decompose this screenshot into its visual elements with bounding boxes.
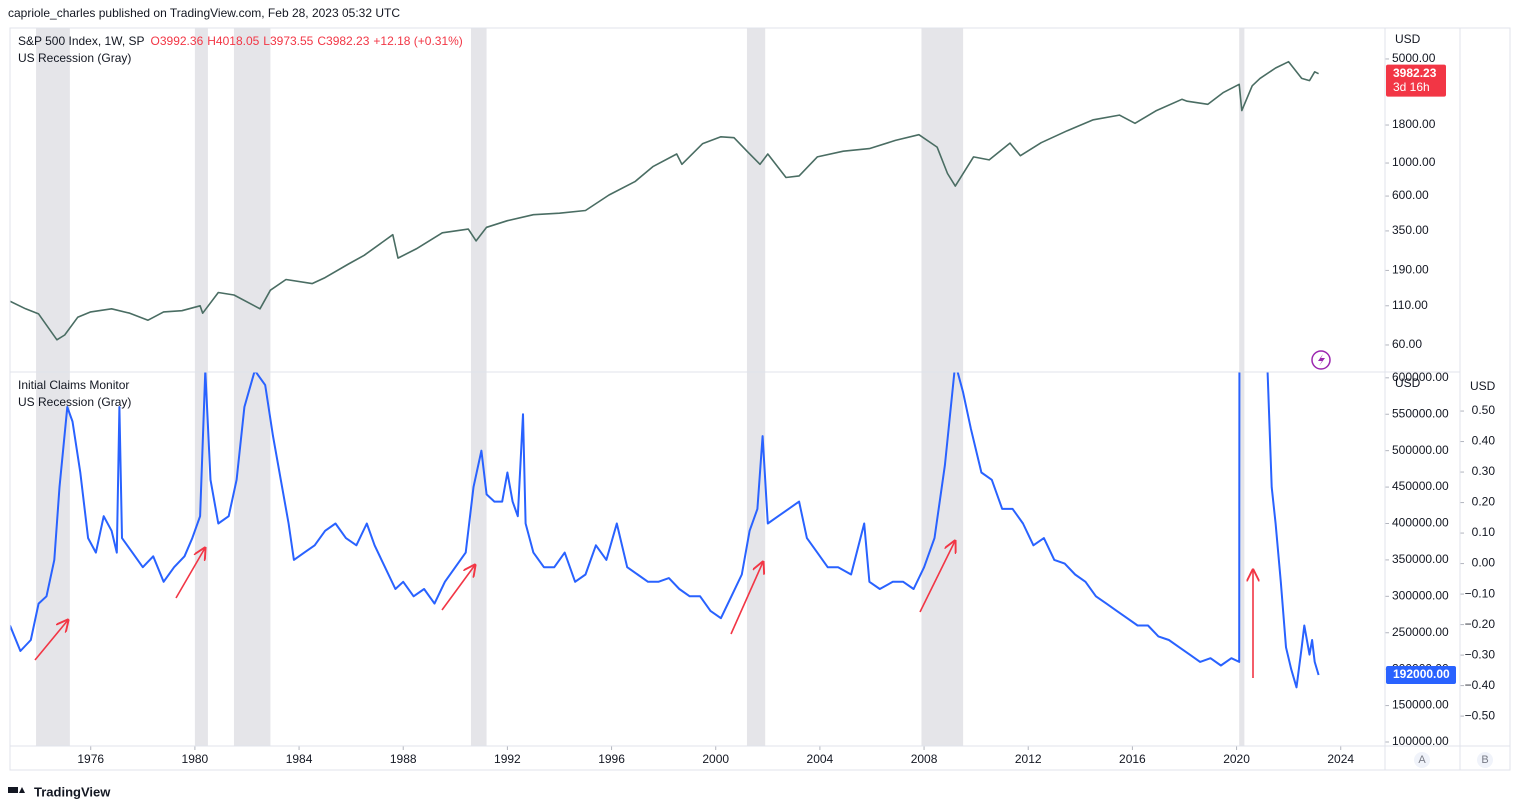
y-tick-label: 100000.00 [1392, 734, 1449, 748]
arrow [441, 565, 475, 611]
y2-tick-label: 0.50 [1472, 403, 1496, 417]
scale-button[interactable] [1414, 752, 1430, 768]
y-tick-label: 1000.00 [1392, 155, 1436, 169]
x-tick-label: 1992 [494, 752, 521, 766]
y-tick-label: 450000.00 [1392, 479, 1449, 493]
y-tick-label: 500000.00 [1392, 443, 1449, 457]
plot-layer: S&P 500 Index, 1W, SP O3992.36 H4018.05 L39… [10, 28, 1496, 768]
y2-tick-label: −0.30 [1465, 647, 1496, 661]
recession-band [470, 28, 487, 372]
series-line [10, 372, 1320, 689]
y-tick-label: 190.00 [1392, 263, 1429, 277]
x-tick-label: 2020 [1223, 752, 1250, 766]
y2-tick-label: −0.40 [1465, 678, 1496, 692]
y2-tick-label: −0.50 [1465, 708, 1496, 722]
pane-subtitle: US Recession (Gray) [18, 395, 131, 409]
y2-tick-label: 0.10 [1472, 525, 1496, 539]
axis-unit-2: USD [1470, 379, 1496, 393]
y-tick-label: 150000.00 [1392, 698, 1449, 712]
x-tick-label: 1996 [598, 752, 625, 766]
x-tick-label: 2016 [1119, 752, 1146, 766]
recession-band [233, 372, 271, 746]
recession-band [921, 372, 964, 746]
recession-band [1239, 372, 1245, 746]
x-tick-label: 1980 [182, 752, 209, 766]
y-tick-label: 350.00 [1392, 223, 1429, 237]
series-line [10, 60, 1319, 341]
arrow [730, 562, 763, 635]
y-tick-label: 110.00 [1392, 298, 1428, 312]
frame [9, 27, 1511, 771]
pane-title-text: S&P 500 Index, 1W, SP [18, 34, 145, 48]
axis-unit: USD [1395, 32, 1421, 46]
annotation-arrows [34, 541, 1253, 678]
y2-tick-label: 0.40 [1472, 434, 1496, 448]
footer-brand: TradingView [34, 784, 111, 799]
ohlc-value: O3992.36 [151, 34, 204, 48]
y2-tick-label: −0.20 [1465, 617, 1496, 631]
y-tick-label: 300000.00 [1392, 588, 1449, 602]
ohlc-value: C3982.23 [317, 34, 369, 48]
recession-band [36, 28, 70, 372]
y-tick-label: 600000.00 [1392, 370, 1449, 384]
x-tick-label: 2012 [1015, 752, 1042, 766]
x-tick-label: 1988 [390, 752, 417, 766]
y2-tick-label: 0.20 [1472, 495, 1496, 509]
pane [10, 28, 1319, 372]
y-tick-label: 350000.00 [1392, 552, 1449, 566]
y-tick-label: 5000.00 [1392, 51, 1436, 65]
arrow [919, 541, 955, 613]
recession-band [746, 372, 766, 746]
recession-band [233, 28, 271, 372]
x-tick-label: 2008 [911, 752, 938, 766]
pane-subtitle: US Recession (Gray) [18, 51, 131, 65]
pane [10, 372, 1320, 746]
last-value-label: 3982.23 [1393, 66, 1437, 80]
y-tick-label: 1800.00 [1392, 117, 1436, 131]
pane-title: S&P 500 Index, 1W, SP O3992.36 H4018.05 L39… [18, 34, 463, 48]
tv-logo [8, 787, 25, 793]
publisher: capriole_charles published on TradingVie… [8, 6, 400, 20]
y-tick-label: 600.00 [1392, 188, 1429, 202]
scale-button-label[interactable]: B [1481, 754, 1488, 766]
scale-button[interactable] [1477, 752, 1493, 768]
recession-band [194, 372, 208, 746]
ohlc-value: H4018.05 [207, 34, 259, 48]
y2-tick-label: 0.30 [1472, 464, 1496, 478]
pane-title-text: Initial Claims Monitor [18, 378, 129, 392]
y-tick-label: 250000.00 [1392, 625, 1449, 639]
x-tick-label: 2004 [807, 752, 834, 766]
recession-band [470, 372, 487, 746]
x-tick-label: 1976 [77, 752, 104, 766]
countdown: 3d 16h [1393, 80, 1430, 94]
last-value-label: 192000.00 [1393, 667, 1450, 681]
y-tick-label: 400000.00 [1392, 516, 1449, 530]
last-value-box [1386, 64, 1446, 97]
x-tick-label: 2000 [702, 752, 729, 766]
y2-tick-label: −0.10 [1465, 586, 1496, 600]
arrow [175, 548, 205, 599]
scale-button-label[interactable]: A [1418, 754, 1426, 766]
arrow [34, 620, 68, 661]
y2-tick-label: 0.00 [1472, 556, 1496, 570]
x-tick-label: 1984 [286, 752, 313, 766]
recession-band [921, 28, 964, 372]
recession-band [746, 28, 766, 372]
recession-band [1239, 28, 1245, 372]
alert-icon[interactable] [1311, 350, 1331, 370]
pane-title: Initial Claims Monitor [18, 378, 129, 392]
ohlc-value: L3973.55 [263, 34, 313, 48]
y-tick-label: 550000.00 [1392, 406, 1449, 420]
y-tick-label: 60.00 [1392, 337, 1422, 351]
ohlc-value: +12.18 (+0.31%) [373, 34, 462, 48]
x-tick-label: 2024 [1327, 752, 1354, 766]
axis-unit: USD [1395, 376, 1421, 390]
last-value-box [1386, 665, 1456, 684]
recession-band [194, 28, 208, 372]
